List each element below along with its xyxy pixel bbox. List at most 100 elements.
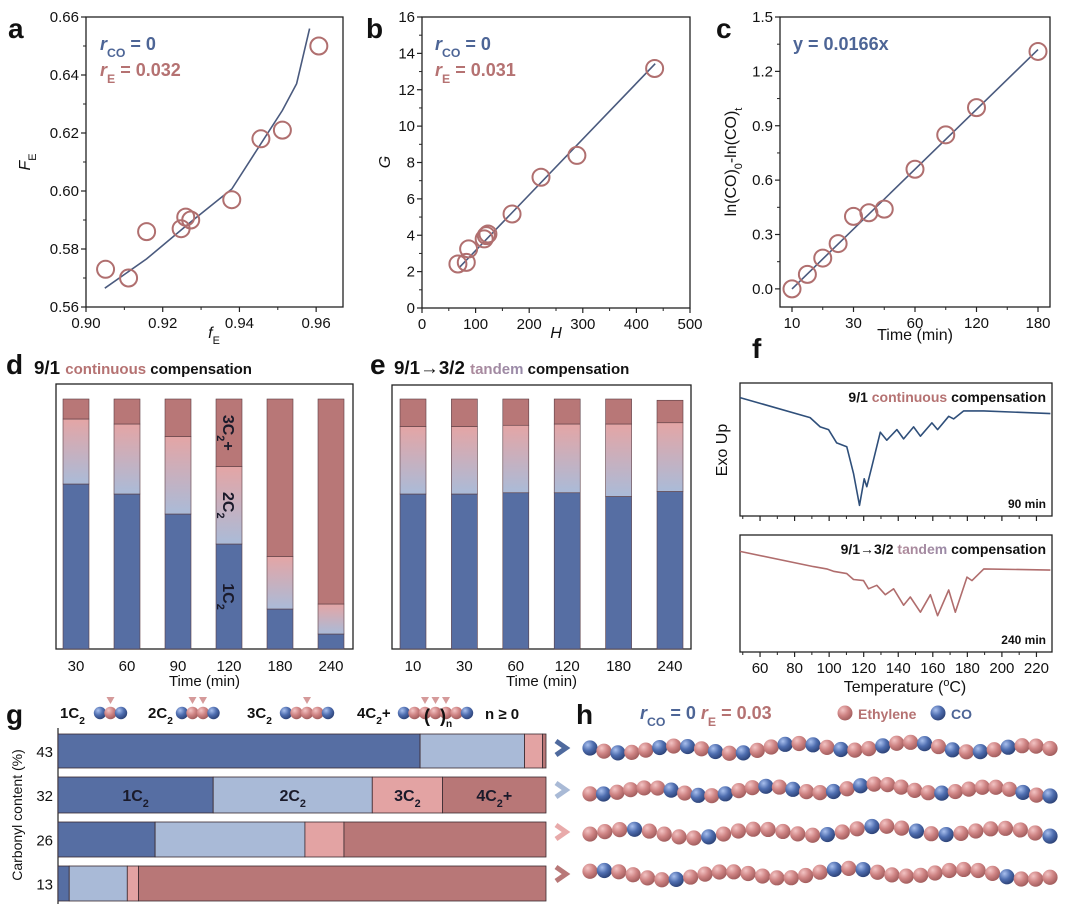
bar-segment <box>266 556 294 610</box>
ethylene-bead <box>1013 871 1029 887</box>
bar-segment <box>451 398 478 427</box>
panel-label-d: d <box>6 349 23 380</box>
co-bead <box>972 744 988 760</box>
insertion-marker-icon <box>188 697 197 704</box>
ethylene-bead <box>893 779 909 795</box>
segment-label: 3C2 <box>394 788 421 810</box>
data-point <box>459 239 479 259</box>
x-tick-label: 10 <box>784 315 801 332</box>
legend-item <box>175 697 220 720</box>
y-tick-label: 0.58 <box>50 241 79 258</box>
co-bead <box>999 869 1015 885</box>
data-point <box>967 98 986 118</box>
bar-segment <box>605 398 632 425</box>
x-tick-label: 0.94 <box>225 315 254 332</box>
ethylene-bead <box>861 741 877 757</box>
y-tick-label: 0.60 <box>50 183 79 200</box>
legend-label-part: 3C <box>247 705 266 722</box>
bar-segment <box>502 398 530 426</box>
ethylene-bead <box>418 706 432 720</box>
legend-label: 2C2 <box>148 705 173 727</box>
bar-segment <box>399 493 427 650</box>
panel-label-g: g <box>6 699 23 730</box>
ethylene-bead <box>760 821 776 838</box>
x-tick-label: 180 <box>606 658 631 675</box>
ethylene-bead <box>609 784 625 800</box>
curve-title-part: 9/1→3/2 <box>841 541 898 557</box>
bar-segment <box>266 398 294 557</box>
ethylene-bead <box>927 865 943 881</box>
bar-segment <box>553 492 581 650</box>
chevron-icon <box>554 738 571 758</box>
ethylene-bead <box>869 864 886 880</box>
x-axis-label-part: o <box>943 677 949 689</box>
data-point <box>567 145 587 165</box>
x-tick-label: 90 <box>170 658 187 675</box>
ethylene-bead <box>898 868 914 884</box>
plot-frame <box>779 16 1051 308</box>
ethylene-bead <box>812 864 828 880</box>
ethylene-bead <box>988 779 1004 795</box>
dsc-curve <box>739 396 1051 507</box>
ethylene-bead <box>930 738 947 755</box>
data-point <box>828 234 848 254</box>
bar-segment <box>524 733 543 769</box>
annotation-part: r <box>100 34 108 54</box>
plot-frame <box>739 534 1053 653</box>
ethylene-bead <box>666 738 682 754</box>
ethylene-bead <box>1028 871 1044 887</box>
co-bead <box>652 739 668 756</box>
y-tick-label: 4 <box>407 227 415 244</box>
co-bead <box>758 778 774 794</box>
data-point <box>222 190 242 210</box>
bar-segment <box>57 821 156 858</box>
bar-segment <box>304 821 345 858</box>
segment-label: 2C2 <box>279 788 306 810</box>
legend-label-part: 2 <box>79 716 85 727</box>
y-axis-label: ln(CO)0-ln(CO)t <box>723 108 745 217</box>
bar-segment <box>317 398 345 605</box>
y-tick-label: 1.5 <box>752 9 773 26</box>
y-axis-label-part: G <box>377 156 394 168</box>
plot-frame <box>391 384 692 650</box>
bar-segment <box>215 398 243 467</box>
x-tick-label: 220 <box>1024 660 1049 677</box>
y-tick-label: 0.62 <box>50 125 79 142</box>
curve-title-part: continuous <box>872 389 951 405</box>
ethylene-bead <box>429 706 442 720</box>
scatter-chart-c <box>782 41 1048 299</box>
x-tick-label: 400 <box>624 316 649 333</box>
bracket-open: ( <box>424 706 430 726</box>
co-bead <box>938 826 954 843</box>
ethylene-bead <box>1042 740 1058 757</box>
segment-label-part: 2C <box>279 788 300 805</box>
x-axis-label-part: C) <box>949 679 966 696</box>
repeat-subscript: n <box>446 719 452 730</box>
legend-label: 4C2+ <box>357 705 391 727</box>
data-point <box>1028 41 1048 61</box>
y-tick-label: 0.9 <box>752 118 773 135</box>
y-axis-label: Exo Up <box>714 424 731 477</box>
ethylene-bead <box>721 745 737 761</box>
ethylene-bead <box>790 826 806 842</box>
x-tick-label: 100 <box>463 316 488 333</box>
legend-label: 1C2 <box>60 705 85 727</box>
data-point <box>813 248 833 268</box>
data-point <box>531 167 551 187</box>
segment-label-part: 3C <box>394 788 415 805</box>
ethylene-bead <box>798 867 814 884</box>
y-axis-label-part: t <box>733 108 745 111</box>
insertion-marker-icon <box>421 697 429 704</box>
ethylene-bead <box>974 779 990 795</box>
x-tick-label: 120 <box>216 658 241 675</box>
bar-segment <box>605 496 632 650</box>
annotation: rCO = 0 <box>435 34 491 60</box>
ethylene-bead <box>923 826 939 842</box>
ethylene-bead <box>582 786 598 802</box>
y-tick-label: 0.6 <box>752 172 773 189</box>
y-axis-label-part: -ln(CO) <box>723 111 740 163</box>
ethylene-bead <box>408 706 421 720</box>
segment-label-part: 2 <box>214 512 226 518</box>
ethylene-bead <box>1014 738 1030 754</box>
